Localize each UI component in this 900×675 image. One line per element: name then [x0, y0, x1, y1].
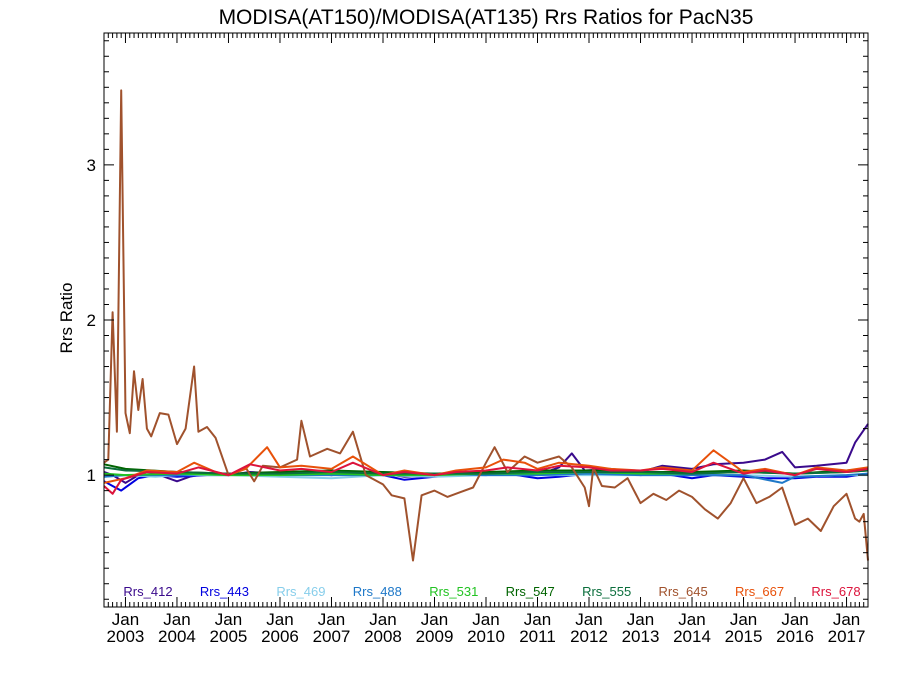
x-tick-label-year: 2015: [725, 627, 763, 646]
legend-entry-rrs-547: Rrs_547: [506, 584, 555, 599]
x-tick-label-month: Jan: [163, 610, 190, 629]
y-tick-label: 3: [87, 156, 96, 175]
x-tick-label-year: 2004: [158, 627, 196, 646]
x-tick-label-year: 2003: [107, 627, 145, 646]
x-tick-label-month: Jan: [575, 610, 602, 629]
x-tick-label-month: Jan: [421, 610, 448, 629]
x-tick-label-year: 2013: [622, 627, 660, 646]
x-tick-label-year: 2014: [673, 627, 711, 646]
legend-entry-rrs-667: Rrs_667: [735, 584, 784, 599]
x-tick-label-year: 2011: [519, 627, 556, 646]
x-tick-label-month: Jan: [833, 610, 860, 629]
legend-entry-rrs-678: Rrs_678: [811, 584, 860, 599]
legend: Rrs_412 Rrs_443 Rrs_469 Rrs_488 Rrs_531 Rrs_5…: [123, 584, 860, 599]
y-axis-label: Rrs Ratio: [57, 283, 76, 354]
legend-entry-rrs-469: Rrs_469: [276, 584, 325, 599]
plot-area: [103, 32, 869, 608]
tick-layer: [103, 33, 869, 607]
series-layer: [103, 89, 869, 562]
x-tick-label-year: 2010: [467, 627, 505, 646]
x-tick-label-year: 2012: [570, 627, 608, 646]
x-tick-label-year: 2017: [828, 627, 866, 646]
legend-entry-rrs-412: Rrs_412: [123, 584, 172, 599]
x-tick-label-month: Jan: [678, 610, 705, 629]
y-tick-label: 1: [87, 466, 96, 485]
x-tick-label-month: Jan: [318, 610, 345, 629]
x-tick-label-month: Jan: [781, 610, 808, 629]
y-tick-label: 2: [87, 311, 96, 330]
x-tick-label-month: Jan: [266, 610, 293, 629]
x-tick-label-month: Jan: [472, 610, 499, 629]
x-tick-label-year: 2005: [210, 627, 248, 646]
x-tick-label-year: 2008: [364, 627, 402, 646]
x-tick-label-month: Jan: [112, 610, 139, 629]
x-tick-label-month: Jan: [524, 610, 551, 629]
series-line-rrs-678: [103, 461, 869, 495]
legend-entry-rrs-488: Rrs_488: [353, 584, 402, 599]
x-tick-label-year: 2009: [416, 627, 454, 646]
plot-frame: [103, 32, 869, 608]
x-tick-label-month: Jan: [730, 610, 757, 629]
x-tick-labels: Jan2003Jan2004Jan2005Jan2006Jan2007Jan20…: [107, 610, 866, 646]
x-tick-label-year: 2016: [776, 627, 814, 646]
legend-entry-rrs-555: Rrs_555: [582, 584, 631, 599]
x-tick-label-year: 2007: [313, 627, 351, 646]
legend-entry-rrs-531: Rrs_531: [429, 584, 478, 599]
legend-entry-rrs-443: Rrs_443: [200, 584, 249, 599]
series-line-rrs-645: [103, 89, 869, 562]
x-tick-label-month: Jan: [627, 610, 654, 629]
series-line-rrs-555: [103, 466, 869, 475]
legend-entry-rrs-645: Rrs_645: [659, 584, 708, 599]
x-tick-label-month: Jan: [369, 610, 396, 629]
y-tick-labels: 1 2 3: [87, 156, 96, 485]
chart-title: MODISA(AT150)/MODISA(AT135) Rrs Ratios f…: [219, 6, 754, 29]
x-tick-label-month: Jan: [215, 610, 242, 629]
x-tick-label-year: 2006: [261, 627, 299, 646]
